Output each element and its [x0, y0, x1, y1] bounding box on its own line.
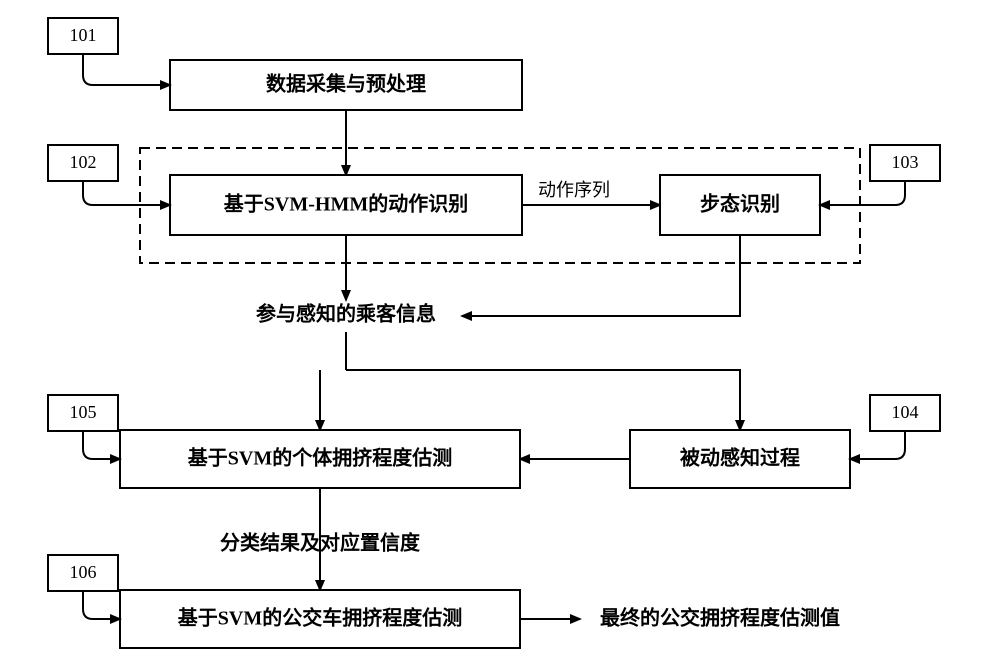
edge: [462, 235, 740, 316]
flow-node-label-n6: 基于SVM的公交车拥挤程度估测: [178, 606, 462, 630]
step-label-103: 103: [892, 152, 919, 172]
flow-text-t3: 最终的公交拥挤程度估测值: [600, 606, 840, 630]
flow-node-label-n3: 步态识别: [700, 192, 780, 216]
flow-node-label-n4: 被动感知过程: [680, 446, 800, 470]
edge: [346, 370, 740, 430]
flow-node-label-n1: 数据采集与预处理: [266, 72, 426, 96]
step-label-101: 101: [70, 25, 97, 45]
flow-text-t1: 参与感知的乘客信息: [256, 302, 436, 326]
callout-connector-103: [820, 181, 905, 205]
flow-text-e1: 动作序列: [538, 180, 610, 200]
flow-node-label-n5: 基于SVM的个体拥挤程度估测: [188, 446, 452, 470]
callout-connector-102: [83, 181, 170, 205]
step-label-102: 102: [70, 152, 97, 172]
callout-connector-101: [83, 54, 170, 85]
step-label-105: 105: [70, 402, 97, 422]
callout-connector-104: [850, 431, 905, 459]
flow-node-label-n2: 基于SVM-HMM的动作识别: [224, 192, 468, 216]
step-label-106: 106: [70, 562, 97, 582]
step-label-104: 104: [892, 402, 919, 422]
flow-text-t2: 分类结果及对应置信度: [220, 531, 421, 555]
callout-connector-106: [83, 591, 120, 619]
callout-connector-105: [83, 431, 120, 459]
